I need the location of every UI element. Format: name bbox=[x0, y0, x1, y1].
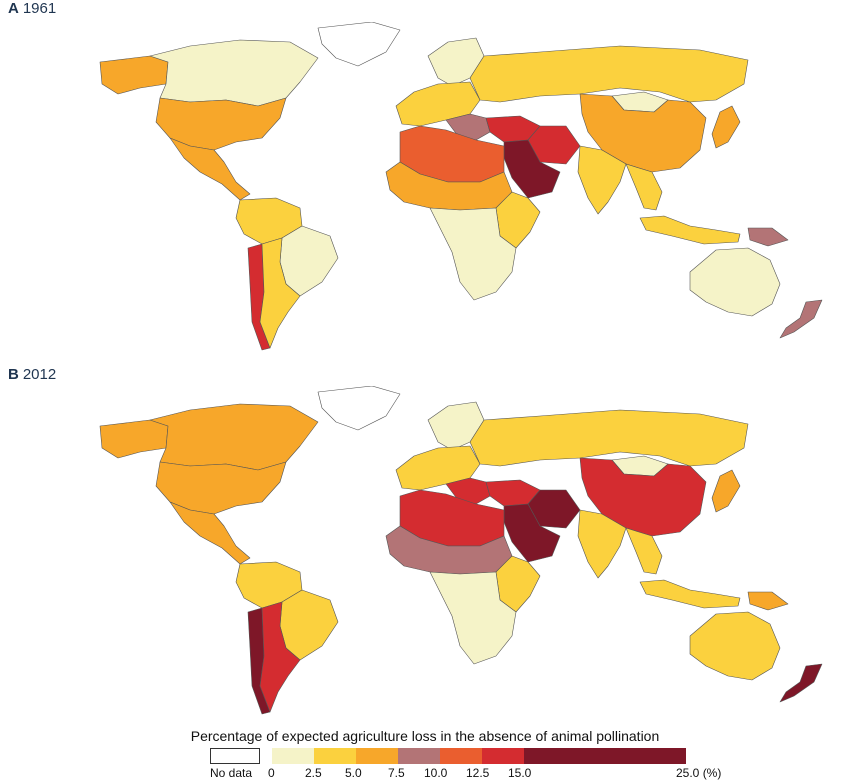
legend-class-5 bbox=[482, 748, 524, 764]
region-new-zealand-1961 bbox=[779, 299, 823, 339]
region-australia-2012 bbox=[689, 611, 781, 681]
region-argentina-2012 bbox=[259, 601, 301, 713]
region-argentina-1961 bbox=[259, 237, 301, 349]
panel-b-letter: B bbox=[8, 366, 19, 383]
region-mexico-central-america-1961 bbox=[169, 137, 251, 201]
region-japan-2012 bbox=[711, 469, 741, 513]
legend-class-2 bbox=[356, 748, 398, 764]
region-russia-1961 bbox=[469, 45, 749, 103]
panel-b-year: 2012 bbox=[22, 366, 57, 383]
legend-tick-4: 10.0 bbox=[424, 766, 448, 780]
legend-class-3 bbox=[398, 748, 440, 764]
region-papua-1961 bbox=[747, 227, 789, 247]
legend-class-4 bbox=[440, 748, 482, 764]
legend-tick-1: 2.5 bbox=[305, 766, 322, 780]
region-indonesia-1961 bbox=[639, 215, 741, 245]
region-india-1961 bbox=[577, 145, 627, 215]
legend-tick-3: 7.5 bbox=[388, 766, 405, 780]
region-china-1961 bbox=[579, 93, 707, 173]
region-india-2012 bbox=[577, 509, 627, 579]
region-saudi-arabia-2012 bbox=[503, 503, 561, 563]
panel-a-title: A 1961 bbox=[8, 0, 56, 17]
region-australia-1961 bbox=[689, 247, 781, 317]
legend-no-data-label: No data bbox=[210, 766, 253, 780]
world-map-2012 bbox=[99, 386, 823, 715]
region-saudi-arabia-1961 bbox=[503, 139, 561, 199]
region-papua-2012 bbox=[747, 591, 789, 611]
legend-tick-7: 25.0 (%) bbox=[676, 766, 722, 780]
legend-title: Percentage of expected agriculture loss … bbox=[190, 728, 660, 744]
region-central-southern-africa-2012 bbox=[429, 571, 517, 665]
region-russia-2012 bbox=[469, 409, 749, 467]
panel-a-year: 1961 bbox=[22, 0, 57, 17]
region-mexico-central-america-2012 bbox=[169, 501, 251, 565]
panel-a-letter: A bbox=[8, 0, 19, 17]
legend-tick-0: 0 bbox=[268, 766, 275, 780]
panel-b-title: B 2012 bbox=[8, 366, 56, 383]
region-greenland-1961 bbox=[317, 22, 401, 67]
legend-tick-2: 5.0 bbox=[345, 766, 362, 780]
world-map-1961 bbox=[99, 22, 823, 351]
legend-tick-6: 15.0 bbox=[508, 766, 532, 780]
region-brazil-1961 bbox=[279, 225, 339, 297]
region-new-zealand-2012 bbox=[779, 663, 823, 703]
legend-class-6 bbox=[524, 748, 686, 764]
region-china-2012 bbox=[579, 457, 707, 537]
region-europe-west-1961 bbox=[395, 81, 481, 127]
region-canada-1961 bbox=[149, 39, 319, 107]
region-indonesia-2012 bbox=[639, 579, 741, 609]
region-central-southern-africa-1961 bbox=[429, 207, 517, 301]
region-southeast-asia-2012 bbox=[625, 527, 663, 575]
region-europe-west-2012 bbox=[395, 445, 481, 491]
legend-no-data-box bbox=[210, 748, 260, 764]
legend-tick-5: 12.5 bbox=[466, 766, 490, 780]
region-brazil-2012 bbox=[279, 589, 339, 661]
region-alaska-2012 bbox=[99, 419, 169, 459]
region-greenland-2012 bbox=[317, 386, 401, 431]
region-japan-1961 bbox=[711, 105, 741, 149]
legend-class-1 bbox=[314, 748, 356, 764]
region-southeast-asia-1961 bbox=[625, 163, 663, 211]
region-canada-2012 bbox=[149, 403, 319, 471]
legend-class-0 bbox=[272, 748, 314, 764]
region-alaska-1961 bbox=[99, 55, 169, 95]
